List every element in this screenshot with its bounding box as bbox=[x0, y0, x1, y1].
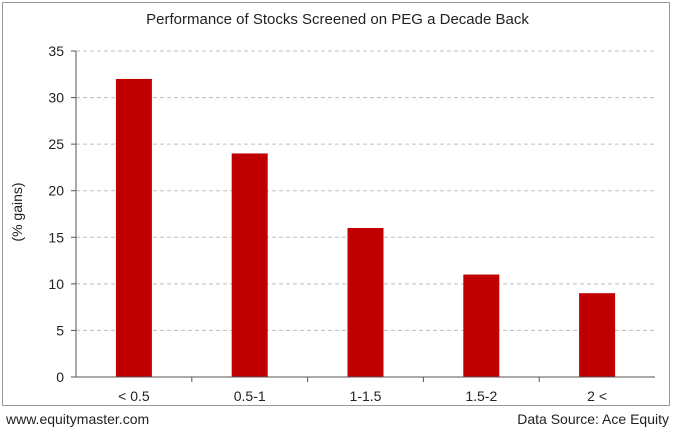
x-tick-label: 2 < bbox=[587, 388, 607, 404]
x-tick-label: 0.5-1 bbox=[234, 388, 266, 404]
chart-title: Performance of Stocks Screened on PEG a … bbox=[146, 11, 529, 28]
bars bbox=[115, 78, 616, 377]
x-tick-label: 1.5-2 bbox=[465, 388, 497, 404]
bar-chart: 0 5 10 15 20 25 30 35 < 0.5 0.5-1 1-1.5 1.5-2 2 < (%… bbox=[9, 43, 655, 404]
x-tick-label: < 0.5 bbox=[118, 388, 150, 404]
source-website: www.equitymaster.com bbox=[6, 411, 150, 427]
bar bbox=[231, 153, 268, 377]
bar bbox=[463, 274, 500, 377]
axes: 0 5 10 15 20 25 30 35 < 0.5 0.5-1 1-1.5 1.5-2 2 < bbox=[48, 43, 655, 404]
y-tick-label: 0 bbox=[56, 369, 64, 385]
y-tick-label: 30 bbox=[48, 90, 64, 106]
x-tick-label: 1-1.5 bbox=[350, 388, 382, 404]
data-source: Data Source: Ace Equity bbox=[517, 411, 669, 427]
y-tick-label: 20 bbox=[48, 183, 64, 199]
chart-frame bbox=[2, 2, 670, 406]
y-tick-label: 5 bbox=[56, 322, 64, 338]
y-tick-label: 10 bbox=[48, 276, 64, 292]
bar bbox=[347, 227, 384, 377]
bar bbox=[579, 293, 616, 377]
y-tick-label: 25 bbox=[48, 136, 64, 152]
y-tick-label: 35 bbox=[48, 43, 64, 59]
y-tick-label: 15 bbox=[48, 229, 64, 245]
y-axis-label: (% gains) bbox=[9, 182, 25, 241]
bar bbox=[115, 78, 152, 377]
